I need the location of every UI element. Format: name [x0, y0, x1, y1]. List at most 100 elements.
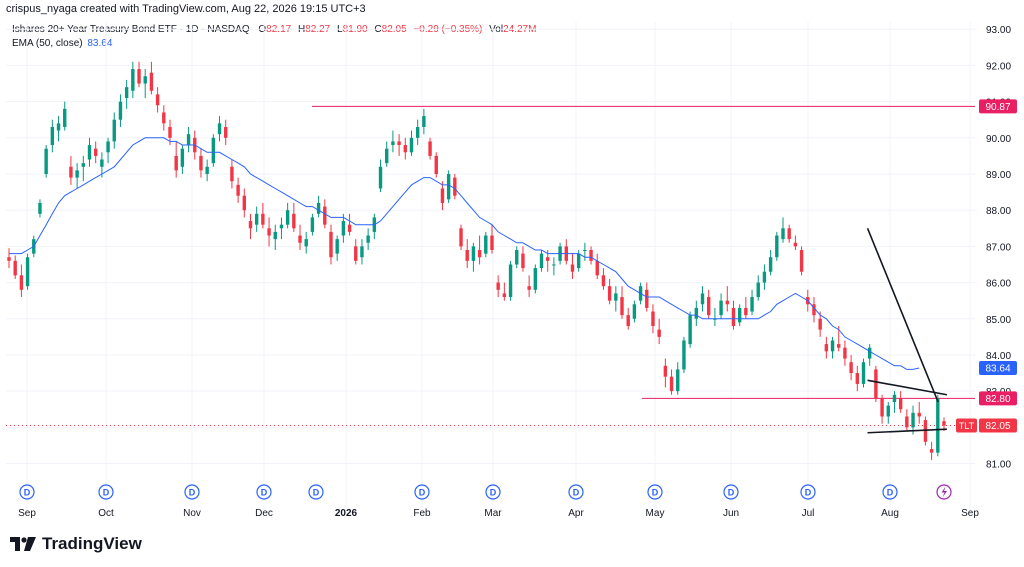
- candle-body[interactable]: [824, 344, 829, 352]
- candle-body[interactable]: [471, 246, 476, 261]
- dividend-marker-icon[interactable]: [647, 484, 663, 500]
- candle-body[interactable]: [756, 282, 760, 298]
- candle-body[interactable]: [93, 148, 98, 156]
- dividend-marker-icon[interactable]: [485, 484, 501, 500]
- candle-body[interactable]: [905, 416, 909, 428]
- candle-body[interactable]: [236, 184, 240, 196]
- candle-body[interactable]: [81, 163, 86, 167]
- candle-body[interactable]: [87, 145, 92, 160]
- candle-body[interactable]: [124, 87, 129, 98]
- candle-body[interactable]: [539, 253, 544, 269]
- candle-body[interactable]: [936, 398, 940, 453]
- candle-body[interactable]: [354, 246, 358, 261]
- candle-body[interactable]: [7, 257, 11, 261]
- candle-body[interactable]: [843, 347, 847, 359]
- candle-body[interactable]: [601, 275, 606, 287]
- price-chart[interactable]: 81.0082.0083.0084.0085.0086.0087.0088.00…: [0, 0, 1024, 530]
- candle-body[interactable]: [230, 166, 234, 182]
- candle-body[interactable]: [576, 253, 581, 269]
- dividend-marker-icon[interactable]: [308, 484, 324, 500]
- candle-body[interactable]: [44, 148, 48, 174]
- candle-body[interactable]: [632, 304, 637, 319]
- candle-body[interactable]: [700, 293, 705, 305]
- candle-body[interactable]: [459, 228, 463, 247]
- candle-body[interactable]: [366, 235, 370, 243]
- candle-body[interactable]: [205, 166, 209, 174]
- candle-body[interactable]: [50, 126, 55, 146]
- candle-body[interactable]: [731, 307, 736, 326]
- candle-body[interactable]: [707, 297, 711, 316]
- candle-body[interactable]: [428, 141, 432, 156]
- candle-body[interactable]: [112, 119, 116, 142]
- dividend-marker-icon[interactable]: [568, 484, 584, 500]
- candle-body[interactable]: [762, 271, 767, 283]
- candle-body[interactable]: [508, 264, 513, 298]
- candle-body[interactable]: [886, 405, 890, 417]
- candle-body[interactable]: [180, 148, 185, 167]
- candle-body[interactable]: [855, 373, 860, 384]
- candle-body[interactable]: [174, 155, 178, 171]
- candle-body[interactable]: [719, 300, 723, 316]
- candle-body[interactable]: [490, 235, 494, 250]
- candle-body[interactable]: [614, 293, 618, 301]
- dividend-marker-icon[interactable]: [414, 484, 430, 500]
- candle-body[interactable]: [880, 398, 884, 417]
- candle-body[interactable]: [830, 340, 835, 352]
- candle-body[interactable]: [867, 347, 872, 359]
- candle-body[interactable]: [273, 231, 277, 240]
- candle-body[interactable]: [248, 221, 253, 229]
- dividend-marker-icon[interactable]: [882, 484, 898, 500]
- candle-body[interactable]: [391, 141, 395, 146]
- candle-body[interactable]: [168, 126, 172, 138]
- candle-body[interactable]: [186, 134, 191, 146]
- candle-body[interactable]: [131, 69, 135, 91]
- candle-body[interactable]: [694, 307, 699, 319]
- candle-body[interactable]: [929, 449, 934, 453]
- candle-body[interactable]: [415, 126, 420, 138]
- candle-body[interactable]: [453, 177, 457, 196]
- candle-body[interactable]: [323, 206, 327, 225]
- candle-body[interactable]: [149, 72, 154, 91]
- candle-body[interactable]: [676, 369, 680, 392]
- candle-body[interactable]: [403, 145, 407, 153]
- dividend-marker-icon[interactable]: [184, 484, 200, 500]
- candle-body[interactable]: [651, 311, 655, 326]
- candle-body[interactable]: [737, 307, 742, 323]
- candle-body[interactable]: [310, 217, 315, 232]
- candle-body[interactable]: [595, 260, 599, 276]
- candle-body[interactable]: [793, 242, 798, 247]
- candle-body[interactable]: [137, 69, 141, 84]
- dividend-marker-icon[interactable]: [800, 484, 816, 500]
- dividend-marker-icon[interactable]: [19, 484, 35, 500]
- candle-body[interactable]: [100, 159, 104, 167]
- candle-body[interactable]: [775, 235, 779, 258]
- candle-body[interactable]: [799, 250, 804, 272]
- candle-body[interactable]: [242, 195, 246, 211]
- trend-line-drawing[interactable]: [867, 428, 947, 434]
- candle-body[interactable]: [496, 282, 500, 290]
- candle-body[interactable]: [911, 412, 915, 428]
- candle-body[interactable]: [224, 126, 228, 138]
- candle-body[interactable]: [162, 112, 166, 124]
- candle-body[interactable]: [341, 221, 346, 236]
- candle-body[interactable]: [546, 257, 550, 261]
- candle-body[interactable]: [397, 141, 401, 146]
- candle-body[interactable]: [892, 394, 897, 402]
- candle-body[interactable]: [657, 329, 661, 337]
- candle-body[interactable]: [56, 123, 61, 131]
- candle-body[interactable]: [13, 260, 17, 276]
- candle-body[interactable]: [626, 315, 630, 326]
- candle-body[interactable]: [279, 224, 284, 229]
- candle-body[interactable]: [849, 362, 853, 374]
- candle-body[interactable]: [781, 228, 785, 240]
- candle-body[interactable]: [725, 300, 729, 305]
- candle-body[interactable]: [552, 264, 556, 266]
- candle-body[interactable]: [378, 166, 383, 189]
- candle-body[interactable]: [607, 286, 612, 301]
- dividend-marker-icon[interactable]: [256, 484, 272, 500]
- candle-body[interactable]: [837, 344, 841, 348]
- candle-body[interactable]: [422, 116, 426, 127]
- candle-body[interactable]: [589, 250, 593, 261]
- candle-body[interactable]: [818, 318, 822, 330]
- candle-body[interactable]: [861, 362, 866, 384]
